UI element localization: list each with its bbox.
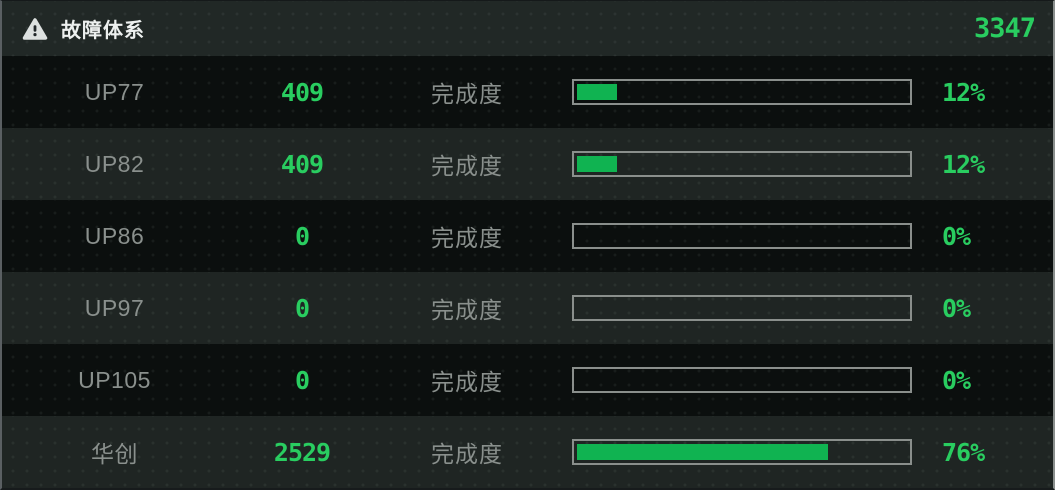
row-value: 0 [294,221,310,251]
row-name: UP82 [84,150,145,177]
progress-percent: 0% [942,221,971,251]
row-value: 0 [294,293,310,323]
progress-label: 完成度 [431,81,503,107]
table-row: UP86 0 完成度 0% [2,200,1053,272]
table-row: UP82 409 完成度 12% [2,128,1053,200]
rows-list: UP77 409 完成度 12% UP82 409 完成度 12% UP86 0… [2,56,1053,488]
row-value: 409 [280,149,324,179]
progress-fill [577,156,617,172]
progress-percent: 0% [942,365,971,395]
panel-title: 故障体系 [61,20,145,42]
progress-bar [572,367,912,393]
progress-bar [572,151,912,177]
progress-percent: 0% [942,293,971,323]
table-row: UP105 0 完成度 0% [2,344,1053,416]
progress-fill [577,444,828,460]
row-name: UP77 [84,78,145,105]
row-value: 0 [294,365,310,395]
progress-bar [572,295,912,321]
table-row: UP97 0 完成度 0% [2,272,1053,344]
progress-bar [572,79,912,105]
progress-label: 完成度 [431,225,503,251]
row-value: 2529 [273,437,331,467]
progress-label: 完成度 [431,369,503,395]
progress-percent: 12% [942,149,985,179]
row-name: UP97 [84,294,145,321]
row-value: 409 [280,77,324,107]
progress-label: 完成度 [431,153,503,179]
progress-label: 完成度 [431,297,503,323]
progress-percent: 76% [942,437,985,467]
table-row: UP77 409 完成度 12% [2,56,1053,128]
panel-header: 故障体系 3347 [2,1,1053,56]
row-name: UP105 [78,366,151,393]
progress-percent: 12% [942,77,985,107]
progress-label: 完成度 [431,441,503,467]
table-row: 华创 2529 完成度 76% [2,416,1053,488]
progress-fill [577,84,617,100]
row-name: UP86 [84,222,145,249]
progress-bar [572,439,912,465]
progress-bar [572,223,912,249]
warning-triangle-icon [22,17,48,41]
row-name: 华创 [91,441,138,467]
total-count: 3347 [973,13,1036,44]
